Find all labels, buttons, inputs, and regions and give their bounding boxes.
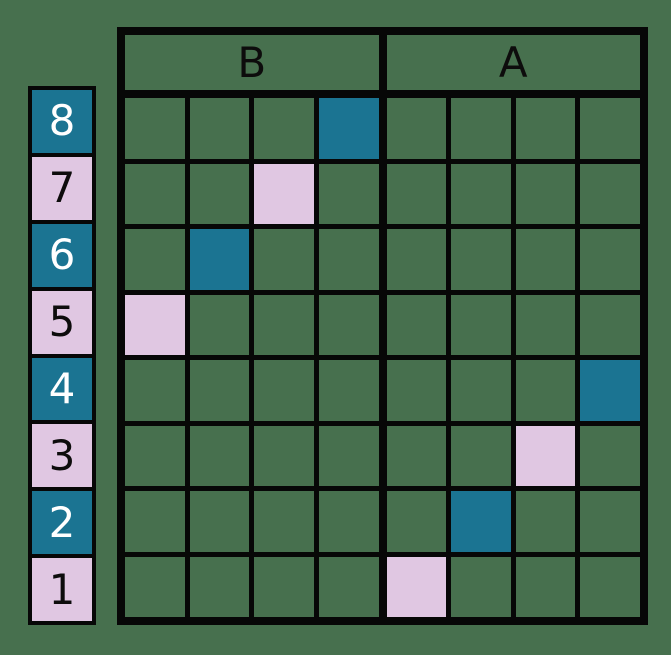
grid-cell-r1-c7 [515, 556, 576, 617]
grid-body [125, 98, 640, 617]
grid-cell-r8-c5 [386, 98, 447, 159]
grid-cell-r2-c8 [580, 491, 640, 552]
row-label-6: 6 [32, 223, 92, 287]
grid-cell-r2-c5 [386, 491, 447, 552]
grid-cell-r7-c6 [451, 163, 511, 224]
grid-cell-r8-c7 [515, 98, 576, 159]
grid-cell-r7-c7 [515, 163, 576, 224]
grid-cell-r1-c5 [386, 556, 447, 617]
grid-cell-r4-c1 [125, 360, 185, 421]
section-a-header: A [386, 35, 640, 90]
row-label-7: 7 [32, 156, 92, 220]
section-b-grid [125, 98, 379, 617]
grid-cell-r6-c7 [515, 229, 576, 290]
grid-cell-r3-c3 [254, 425, 314, 486]
grid-cell-r3-c8 [580, 425, 640, 486]
grid-cell-r4-c4 [318, 360, 379, 421]
grid-cell-r3-c2 [189, 425, 250, 486]
grid-cell-r2-c6 [451, 491, 511, 552]
grid-cell-r3-c1 [125, 425, 185, 486]
grid-cell-r6-c6 [451, 229, 511, 290]
section-a-grid [386, 98, 640, 617]
row-label-1: 1 [32, 558, 92, 621]
row-label-3: 3 [32, 424, 92, 488]
grid-cell-r6-c3 [254, 229, 314, 290]
grid-cell-r4-c5 [386, 360, 447, 421]
grid-cell-r7-c1 [125, 163, 185, 224]
row-label-8: 8 [32, 90, 92, 153]
grid-cell-r6-c4 [318, 229, 379, 290]
grid-cell-r6-c1 [125, 229, 185, 290]
grid-cell-r1-c6 [451, 556, 511, 617]
grid-cell-r1-c8 [580, 556, 640, 617]
grid-cell-r5-c3 [254, 294, 314, 355]
grid-cell-r3-c4 [318, 425, 379, 486]
grid-cell-r5-c4 [318, 294, 379, 355]
grid-cell-r4-c2 [189, 360, 250, 421]
grid-cell-r3-c6 [451, 425, 511, 486]
grid-cell-r2-c7 [515, 491, 576, 552]
grid-cell-r2-c3 [254, 491, 314, 552]
grid-cell-r4-c8 [580, 360, 640, 421]
grid-cell-r6-c8 [580, 229, 640, 290]
grid-cell-r8-c4 [318, 98, 379, 159]
grid-cell-r2-c1 [125, 491, 185, 552]
grid-cell-r3-c5 [386, 425, 447, 486]
grid-cell-r7-c5 [386, 163, 447, 224]
grid-cell-r6-c5 [386, 229, 447, 290]
grid-cell-r7-c8 [580, 163, 640, 224]
grid-cell-r5-c8 [580, 294, 640, 355]
grid-cell-r2-c2 [189, 491, 250, 552]
grid-cell-r5-c5 [386, 294, 447, 355]
grid-cell-r8-c3 [254, 98, 314, 159]
grid-cell-r1-c1 [125, 556, 185, 617]
grid-cell-r5-c6 [451, 294, 511, 355]
grid-cell-r1-c4 [318, 556, 379, 617]
grid-cell-r3-c7 [515, 425, 576, 486]
grid-cell-r8-c2 [189, 98, 250, 159]
grid-cell-r4-c3 [254, 360, 314, 421]
grid-cell-r5-c1 [125, 294, 185, 355]
grid-cell-r1-c2 [189, 556, 250, 617]
grid-cell-r7-c4 [318, 163, 379, 224]
grid-cell-r8-c1 [125, 98, 185, 159]
grid-cell-r8-c6 [451, 98, 511, 159]
row-label-5: 5 [32, 290, 92, 354]
grid-cell-r7-c2 [189, 163, 250, 224]
grid-cell-r6-c2 [189, 229, 250, 290]
grid-cell-r5-c7 [515, 294, 576, 355]
grid-cell-r8-c8 [580, 98, 640, 159]
main-grid: B A [117, 27, 648, 625]
grid-cell-r4-c7 [515, 360, 576, 421]
grid-cell-r5-c2 [189, 294, 250, 355]
section-b-header: B [125, 35, 379, 90]
row-label-2: 2 [32, 491, 92, 555]
grid-cell-r1-c3 [254, 556, 314, 617]
header-row: B A [125, 35, 640, 90]
grid-cell-r4-c6 [451, 360, 511, 421]
row-label-4: 4 [32, 357, 92, 421]
grid-cell-r2-c4 [318, 491, 379, 552]
grid-cell-r7-c3 [254, 163, 314, 224]
